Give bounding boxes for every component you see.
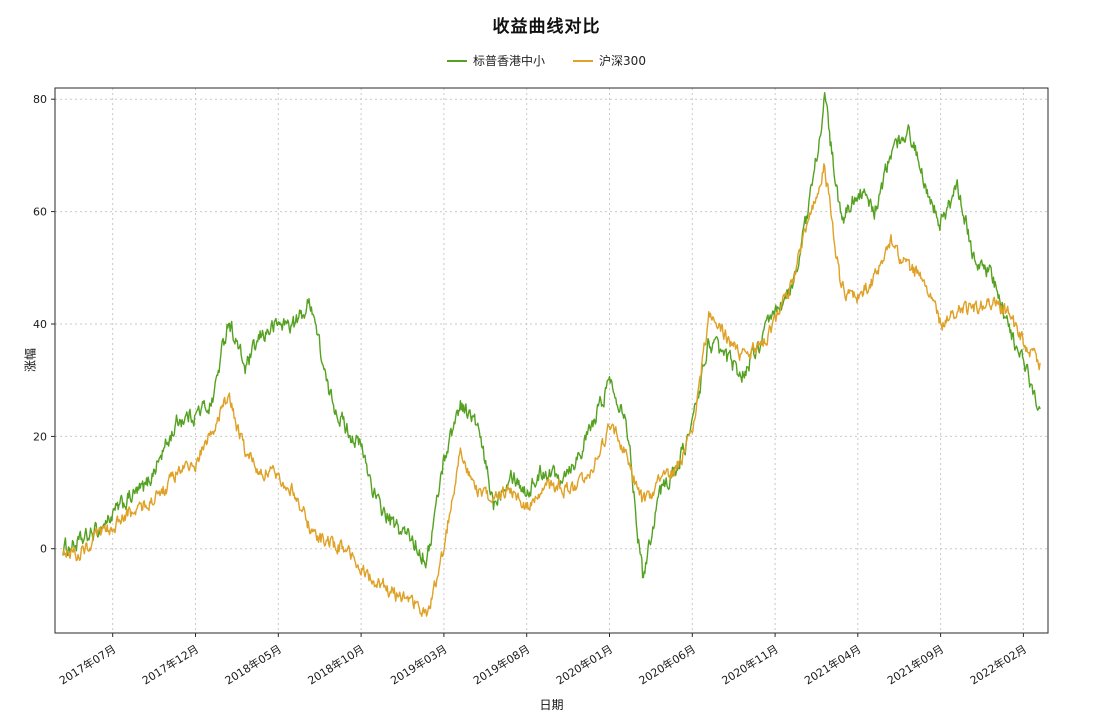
- chart-title: 收益曲线对比: [492, 17, 601, 37]
- svg-text:2018年05月: 2018年05月: [222, 642, 284, 688]
- legend-line-swatch-orange: [573, 59, 594, 62]
- svg-text:2020年06月: 2020年06月: [636, 642, 698, 688]
- svg-text:2022年02月: 2022年02月: [967, 642, 1029, 688]
- legend-label: 标普香港中小: [473, 54, 546, 68]
- svg-text:2020年01月: 2020年01月: [553, 642, 615, 688]
- svg-text:60: 60: [33, 206, 47, 219]
- legend: 标普香港中小 沪深300: [0, 52, 1093, 69]
- svg-text:2019年08月: 2019年08月: [471, 642, 533, 688]
- legend-item-csi300: 沪深300: [573, 52, 646, 69]
- y-axis-label: 涨幅: [23, 347, 38, 373]
- svg-text:2018年10月: 2018年10月: [305, 642, 367, 688]
- svg-text:40: 40: [33, 318, 47, 331]
- x-axis-label: 日期: [539, 698, 564, 712]
- svg-text:2020年11月: 2020年11月: [719, 642, 781, 688]
- svg-text:20: 20: [33, 430, 47, 443]
- svg-text:2021年09月: 2021年09月: [884, 642, 946, 688]
- legend-label: 沪深300: [599, 54, 646, 68]
- legend-line-swatch-green: [447, 59, 468, 62]
- svg-text:2019年03月: 2019年03月: [388, 642, 450, 688]
- svg-text:2021年04月: 2021年04月: [802, 642, 864, 688]
- svg-text:2017年07月: 2017年07月: [57, 642, 119, 688]
- legend-item-sp-hk-smallcap: 标普香港中小: [447, 52, 545, 69]
- svg-text:2017年12月: 2017年12月: [139, 642, 201, 688]
- svg-text:0: 0: [40, 543, 47, 556]
- svg-text:80: 80: [33, 93, 47, 106]
